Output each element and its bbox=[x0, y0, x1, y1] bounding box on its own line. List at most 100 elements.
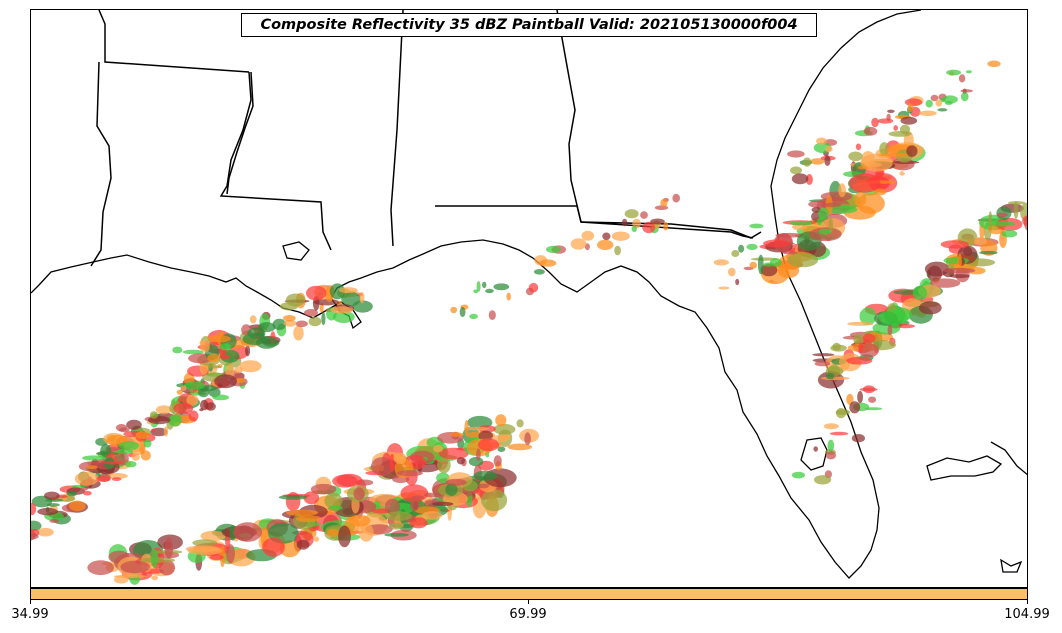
reflectivity-blob bbox=[313, 536, 320, 542]
reflectivity-blob bbox=[295, 515, 322, 523]
reflectivity-blob bbox=[212, 394, 230, 401]
reflectivity-blob bbox=[873, 188, 887, 196]
reflectivity-blob bbox=[445, 483, 458, 497]
reflectivity-blob bbox=[949, 274, 970, 279]
reflectivity-blob bbox=[485, 288, 494, 294]
reflectivity-blob bbox=[332, 474, 358, 488]
reflectivity-blob bbox=[987, 60, 1001, 68]
reflectivity-blob bbox=[862, 333, 876, 344]
reflectivity-blob bbox=[825, 372, 835, 380]
reflectivity-blob bbox=[173, 402, 194, 414]
reflectivity-blob bbox=[546, 245, 561, 253]
reflectivity-blob bbox=[304, 309, 318, 317]
reflectivity-blob bbox=[118, 441, 140, 451]
reflectivity-blob bbox=[937, 108, 948, 112]
reflectivity-blob bbox=[37, 507, 59, 516]
reflectivity-blob bbox=[763, 239, 791, 248]
reflectivity-blob bbox=[324, 492, 343, 509]
reflectivity-blob bbox=[1013, 201, 1019, 219]
reflectivity-blob bbox=[860, 153, 893, 172]
reflectivity-blob bbox=[225, 362, 235, 378]
reflectivity-blob bbox=[105, 473, 128, 479]
reflectivity-blob bbox=[283, 319, 297, 327]
reflectivity-blob bbox=[1022, 215, 1027, 227]
reflectivity-blob bbox=[293, 325, 304, 341]
reflectivity-blob bbox=[358, 523, 374, 542]
reflectivity-blob bbox=[163, 426, 169, 437]
colorbar-tick-label-mid: 69.99 bbox=[509, 607, 547, 622]
reflectivity-blob bbox=[385, 511, 413, 521]
reflectivity-blob bbox=[199, 340, 205, 346]
reflectivity-blob bbox=[397, 470, 423, 477]
reflectivity-blob bbox=[912, 285, 928, 301]
reflectivity-blob bbox=[450, 306, 458, 314]
reflectivity-blob bbox=[295, 320, 308, 328]
reflectivity-blob bbox=[155, 405, 172, 415]
reflectivity-blob bbox=[735, 278, 740, 286]
reflectivity-blob bbox=[433, 444, 444, 453]
colorbar bbox=[30, 588, 1028, 600]
reflectivity-blob bbox=[787, 252, 819, 268]
reflectivity-blob bbox=[310, 483, 337, 495]
reflectivity-blob bbox=[879, 153, 912, 157]
reflectivity-blob bbox=[538, 259, 557, 267]
reflectivity-blob bbox=[96, 476, 111, 482]
reflectivity-blob bbox=[348, 514, 371, 527]
reflectivity-blob bbox=[359, 291, 365, 304]
state-border-georgia-florida bbox=[580, 221, 762, 239]
reflectivity-blob bbox=[789, 221, 814, 226]
reflectivity-blob bbox=[131, 453, 140, 461]
reflectivity-blob bbox=[899, 124, 911, 135]
reflectivity-blob bbox=[640, 211, 648, 219]
reflectivity-blob bbox=[946, 69, 962, 76]
reflectivity-blob bbox=[245, 345, 251, 357]
reflectivity-blob bbox=[848, 151, 863, 162]
reflectivity-blob bbox=[769, 258, 782, 267]
reflectivity-blob bbox=[338, 525, 351, 548]
reflectivity-blob bbox=[927, 265, 942, 282]
state-border-louisiana-mississippi bbox=[219, 71, 332, 251]
reflectivity-blob bbox=[338, 287, 358, 294]
reflectivity-blob bbox=[979, 250, 998, 255]
reflectivity-blob bbox=[168, 414, 182, 427]
reflectivity-blob bbox=[207, 335, 231, 343]
reflectivity-blob bbox=[87, 560, 114, 576]
reflectivity-blob bbox=[111, 477, 122, 481]
reflectivity-blob bbox=[126, 419, 142, 430]
reflectivity-blob bbox=[172, 346, 183, 354]
reflectivity-blob bbox=[384, 533, 409, 537]
reflectivity-blob bbox=[906, 145, 918, 158]
reflectivity-blob bbox=[82, 455, 106, 461]
reflectivity-blob bbox=[973, 237, 987, 246]
reflectivity-blob bbox=[296, 539, 310, 550]
reflectivity-blob bbox=[328, 505, 343, 511]
reflectivity-blob bbox=[205, 365, 222, 369]
reflectivity-blob bbox=[672, 193, 680, 203]
reflectivity-blob bbox=[879, 142, 890, 156]
state-borders-layer bbox=[90, 10, 762, 267]
reflectivity-blob bbox=[602, 232, 611, 241]
reflectivity-paintball-layer bbox=[31, 60, 1027, 585]
reflectivity-blob bbox=[124, 461, 137, 468]
reflectivity-blob bbox=[621, 218, 628, 227]
reflectivity-blob bbox=[825, 145, 833, 153]
reflectivity-blob bbox=[925, 99, 933, 108]
reflectivity-blob bbox=[757, 254, 764, 275]
map-title: Composite Reflectivity 35 dBZ Paintball … bbox=[241, 13, 817, 37]
reflectivity-blob bbox=[469, 313, 478, 320]
reflectivity-blob bbox=[249, 315, 257, 324]
reflectivity-blob bbox=[930, 94, 939, 102]
reflectivity-blob bbox=[437, 456, 451, 474]
reflectivity-blob bbox=[445, 478, 467, 486]
reflectivity-blob bbox=[329, 283, 345, 300]
reflectivity-blob bbox=[410, 500, 419, 512]
reflectivity-blob bbox=[859, 307, 877, 326]
state-border-texas-louisiana bbox=[90, 61, 112, 267]
reflectivity-blob bbox=[836, 407, 846, 419]
reflectivity-blob bbox=[818, 228, 832, 235]
reflectivity-blob bbox=[239, 360, 262, 373]
reflectivity-blob bbox=[864, 407, 883, 411]
reflectivity-blob bbox=[46, 503, 60, 507]
reflectivity-blob bbox=[614, 245, 621, 256]
reflectivity-blob bbox=[570, 238, 587, 250]
